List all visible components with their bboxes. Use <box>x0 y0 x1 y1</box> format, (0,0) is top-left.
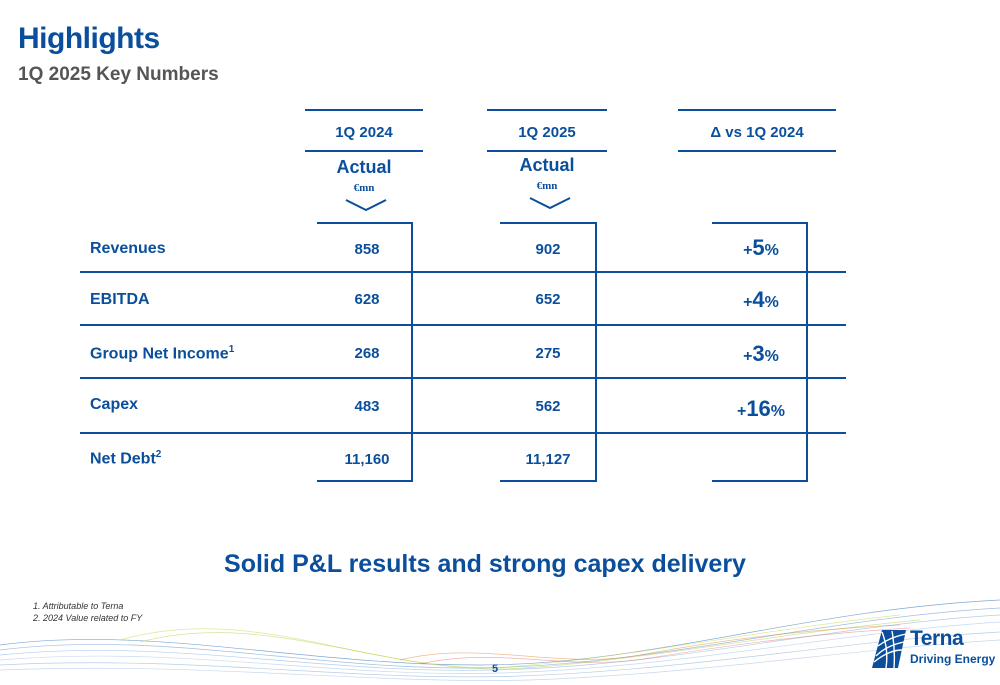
basis-label-1q2025: Actual <box>519 155 575 175</box>
unit-label-1q2025: €mn <box>536 180 558 192</box>
row-label-net-debt: Net Debt2 <box>90 449 162 468</box>
row-separator <box>80 271 846 273</box>
header-rule-mid-2 <box>487 150 607 152</box>
footnotes: 1. Attributable to Terna 2. 2024 Value r… <box>33 600 142 624</box>
value-capex-1q2024: 483 <box>354 398 380 415</box>
column-header-delta: Δ vs 1Q 2024 <box>710 124 804 141</box>
column-bracket-delta <box>712 222 808 482</box>
page-number: 5 <box>492 663 499 675</box>
terna-logo-icon <box>872 630 907 669</box>
row-separator <box>80 377 846 379</box>
value-net-debt-1q2024: 11,160 <box>344 451 390 468</box>
page-subtitle: 1Q 2025 Key Numbers <box>18 64 219 85</box>
value-ebitda-1q2024: 628 <box>354 291 380 308</box>
footnote-marker: 2 <box>155 449 162 460</box>
decorative-wave-graphic <box>0 599 1000 681</box>
value-net-debt-1q2025: 11,127 <box>525 451 571 468</box>
logo-wordmark: Terna <box>910 627 964 650</box>
delta-revenues: +5% <box>743 235 779 260</box>
row-label-ebitda: EBITDA <box>90 291 150 308</box>
header-rule-mid-1 <box>305 150 423 152</box>
logo-tagline: Driving Energy <box>910 652 996 666</box>
column-header-1q2024: 1Q 2024 <box>335 124 393 141</box>
row-label-revenues: Revenues <box>90 240 166 257</box>
header-rule-top-1 <box>305 109 423 111</box>
delta-group-net-income: +3% <box>743 341 779 366</box>
page-title: Highlights <box>18 22 160 55</box>
chevron-down-icon <box>345 199 387 212</box>
footnote-1: 1. Attributable to Terna <box>33 601 124 611</box>
column-header-1q2025: 1Q 2025 <box>518 124 576 141</box>
delta-capex: +16% <box>736 396 786 421</box>
column-bracket-1q2024 <box>317 222 413 482</box>
value-group-net-income-1q2025: 275 <box>535 345 561 362</box>
header-rule-mid-3 <box>678 150 836 152</box>
unit-label-1q2024: €mn <box>353 182 375 194</box>
value-revenues-1q2025: 902 <box>535 241 561 258</box>
row-label-group-net-income: Group Net Income1 <box>90 344 235 363</box>
delta-ebitda: +4% <box>743 287 779 312</box>
footnote-2: 2. 2024 Value related to FY <box>33 613 143 623</box>
value-ebitda-1q2025: 652 <box>535 291 561 308</box>
row-separator <box>80 432 846 434</box>
key-message: Solid P&L results and strong capex deliv… <box>224 550 746 578</box>
row-label-capex: Capex <box>90 396 139 413</box>
value-capex-1q2025: 562 <box>535 398 561 415</box>
value-revenues-1q2024: 858 <box>354 241 380 258</box>
column-bracket-1q2025 <box>500 222 597 482</box>
chevron-down-icon <box>529 197 571 210</box>
footnote-marker: 1 <box>228 344 235 355</box>
row-separator <box>80 324 846 326</box>
basis-label-1q2024: Actual <box>336 157 392 177</box>
header-rule-top-2 <box>487 109 607 111</box>
header-rule-top-3 <box>678 109 836 111</box>
value-group-net-income-1q2024: 268 <box>354 345 380 362</box>
